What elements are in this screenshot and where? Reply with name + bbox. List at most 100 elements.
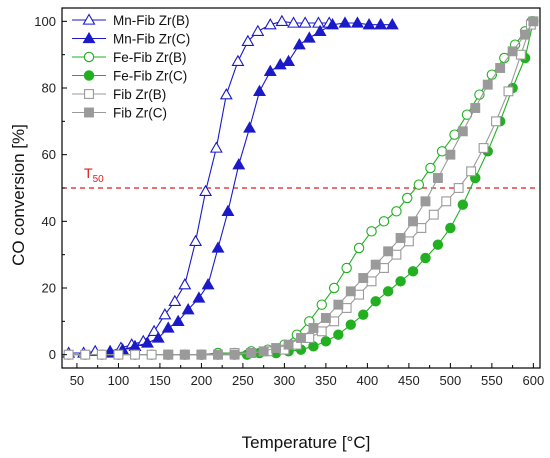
data-point <box>528 16 539 27</box>
x-tick-label: 100 <box>108 373 130 388</box>
data-point <box>385 18 399 30</box>
data-point <box>370 296 381 307</box>
data-point <box>378 216 390 227</box>
data-point <box>229 349 240 360</box>
x-tick-label: 300 <box>274 373 296 388</box>
legend-label: Fe-Fib Zr(C) <box>113 69 187 84</box>
legend-label: Fib Zr(C) <box>113 106 167 121</box>
legend-entry: Mn-Fib Zr(C) <box>72 32 190 47</box>
data-point <box>308 341 319 352</box>
data-point <box>246 348 257 358</box>
x-tick-label: 450 <box>398 373 420 388</box>
series-line <box>68 24 532 356</box>
data-point <box>96 349 107 360</box>
data-point <box>408 216 418 227</box>
data-point <box>287 16 300 28</box>
data-point <box>432 173 443 183</box>
data-point <box>201 278 215 290</box>
data-point <box>84 107 94 118</box>
data-point <box>436 146 448 157</box>
y-tick-label: 0 <box>49 347 56 362</box>
legend-entry: Fib Zr(B) <box>72 87 166 102</box>
data-point <box>350 16 364 28</box>
data-point <box>168 294 182 307</box>
data-point <box>333 299 344 310</box>
data-point <box>213 349 223 360</box>
data-point <box>171 314 185 327</box>
data-point <box>470 103 481 113</box>
data-point <box>83 70 95 81</box>
data-point <box>253 84 266 97</box>
data-point <box>82 13 96 25</box>
data-point <box>146 349 157 360</box>
x-tick-label: 550 <box>481 373 503 388</box>
data-point <box>333 329 344 340</box>
data-point <box>395 233 406 243</box>
y-tick-label: 40 <box>42 214 56 229</box>
y-tick-label: 80 <box>42 81 56 96</box>
data-point <box>345 319 357 330</box>
x-tick-label: 400 <box>357 373 379 388</box>
legend-entry: Mn-Fib Zr(B) <box>72 13 190 28</box>
data-point <box>178 278 192 290</box>
series-fib-zr-c- <box>163 16 539 360</box>
data-point <box>241 34 255 47</box>
data-point <box>353 242 365 254</box>
data-point <box>391 249 402 260</box>
data-point <box>478 143 489 153</box>
data-point <box>209 141 223 153</box>
data-point <box>308 323 319 333</box>
data-point <box>503 86 514 97</box>
data-point <box>199 184 213 197</box>
data-point <box>407 266 419 277</box>
legend-label: Mn-Fib Zr(C) <box>113 32 190 47</box>
data-point <box>292 38 306 50</box>
data-point <box>395 276 406 287</box>
data-point <box>482 79 493 90</box>
data-point <box>413 179 425 190</box>
legend-label: Fe-Fib Zr(B) <box>113 50 187 65</box>
data-point <box>158 308 172 320</box>
legend-label: Mn-Fib Zr(B) <box>113 13 190 28</box>
data-point <box>302 31 316 43</box>
data-point <box>84 89 94 99</box>
data-point <box>425 162 436 174</box>
data-point <box>362 18 376 30</box>
data-point <box>457 126 468 137</box>
data-point <box>491 116 501 127</box>
data-point <box>298 16 312 28</box>
y-tick-label: 20 <box>42 281 56 296</box>
data-point <box>163 349 174 360</box>
data-point <box>316 299 327 310</box>
data-point <box>345 286 356 297</box>
data-point <box>358 273 369 283</box>
data-point <box>379 263 389 273</box>
data-point <box>366 226 377 237</box>
data-point <box>328 282 340 294</box>
data-point <box>320 336 332 347</box>
data-point <box>416 223 427 233</box>
data-point <box>370 259 381 270</box>
data-point <box>130 349 140 360</box>
series-mn-fib-zr-c- <box>103 16 399 358</box>
data-point <box>383 246 394 257</box>
data-point <box>449 129 460 140</box>
data-point <box>320 313 331 323</box>
data-point <box>181 303 195 315</box>
x-tick-label: 150 <box>149 373 171 388</box>
data-point <box>141 336 154 348</box>
data-point <box>273 58 287 70</box>
data-point <box>420 196 431 207</box>
data-point <box>147 324 161 337</box>
y-tick-label: 100 <box>34 14 56 29</box>
data-point <box>304 333 315 343</box>
data-point <box>113 349 124 360</box>
data-point <box>313 24 327 37</box>
data-point <box>520 29 531 40</box>
data-point <box>251 24 265 37</box>
data-point <box>354 289 365 300</box>
x-tick-label: 250 <box>232 373 254 388</box>
data-point <box>83 51 95 63</box>
data-point <box>507 46 518 57</box>
